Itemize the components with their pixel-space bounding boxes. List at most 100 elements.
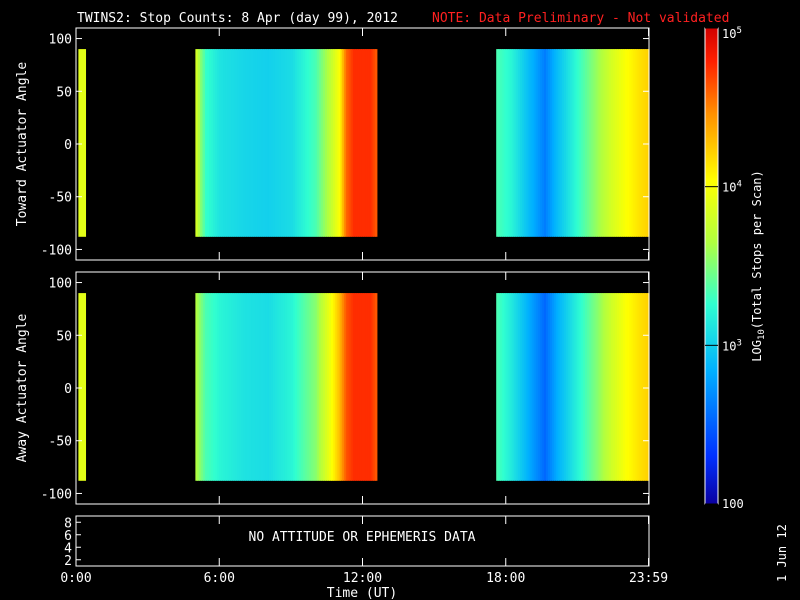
colorbar-tick-label: 104 [722,180,742,195]
heatmap-cell [554,49,557,237]
heatmap-cell [324,293,328,481]
heatmap-cell [209,49,212,237]
no-data-message: NO ATTITUDE OR EPHEMERIS DATA [249,530,476,545]
heatmap-cell [369,293,373,481]
heatmap-cell [550,293,553,481]
heatmap-cell [268,49,272,237]
heatmap-cell [247,293,250,481]
heatmap-cell [541,49,545,237]
heatmap-cell [267,49,270,237]
heatmap-cell [344,49,347,237]
heatmap-cell [529,293,533,481]
heatmap-cell [496,49,499,237]
heatmap-cell [308,293,312,481]
panel-toward-x-ticks [75,28,650,260]
heatmap-cell [585,293,588,481]
x-tick-label: 12:00 [343,571,382,586]
colorbar-label: LOG10(Total Stops per Scan) [750,170,767,361]
heatmap-cell [537,293,541,481]
heatmap-cell [225,49,228,237]
heatmap-cell [639,49,642,237]
heatmap-cell [510,293,514,481]
y-tick-label: 0 [64,382,72,397]
heatmap-cell [504,49,508,237]
heatmap-cell [641,49,644,237]
heatmap-cell [332,293,336,481]
y-tick-label: 100 [49,33,72,48]
heatmap-cell [562,49,565,237]
colorbar-tick-label: 100 [722,497,744,511]
heatmap-cell [550,49,553,237]
heatmap-cell [199,293,202,481]
heatmap-cell [633,49,636,237]
y-tick-label: 2 [64,554,72,569]
heatmap-cell [261,293,264,481]
heatmap-cell [221,49,224,237]
heatmap-cell [581,49,584,237]
heatmap-cell [604,49,608,237]
heatmap-cell [314,49,318,237]
heatmap-cell [637,49,641,237]
colorbar-tick-label: 103 [722,338,742,353]
heatmap-cell [627,293,630,481]
heatmap-cell [546,293,549,481]
heatmap-cell [227,49,230,237]
heatmap-cell [369,49,373,237]
heatmap-cell [363,293,367,481]
heatmap-cell [631,293,634,481]
heatmap-cell [318,293,322,481]
heatmap-cell [581,293,584,481]
heatmap-cell [579,49,582,237]
heatmap-cell [259,293,262,481]
heatmap-cell [272,293,276,481]
heatmap-cell [586,293,590,481]
heatmap-cell [631,49,634,237]
heatmap-cell [298,293,302,481]
heatmap-cell [510,49,514,237]
panel-away-x-ticks [75,272,650,504]
heatmap-cell [625,49,628,237]
heatmap-cell [296,49,300,237]
heatmap-cell [367,49,371,237]
heatmap-cell [565,293,569,481]
heatmap-cell [245,293,248,481]
heatmap-cell [204,49,208,237]
heatmap-cell [241,49,244,237]
heatmap-cell [633,293,636,481]
heatmap-cell [560,49,563,237]
heatmap-cell [594,293,598,481]
heatmap-cell [288,49,292,237]
heatmap-cell [560,293,563,481]
heatmap-cell [239,49,242,237]
heatmap-cell [334,49,338,237]
heatmap-cell [243,49,246,237]
heatmap-cell [608,293,612,481]
heatmap-cell [535,49,539,237]
heatmap-cell [575,293,578,481]
heatmap-cell [506,293,510,481]
heatmap-cell [278,49,282,237]
heatmap-cell [284,49,288,237]
heatmap-cell [569,49,573,237]
heatmap-cell [546,49,549,237]
heatmap-cell [219,293,222,481]
heatmap-cell [548,49,551,237]
heatmap-cell [306,293,310,481]
heatmap-cell [274,49,278,237]
heatmap-cell [251,293,254,481]
heatmap-cell [278,293,282,481]
heatmap-cell [310,293,314,481]
heatmap-cell [195,293,198,481]
heatmap-cell [518,293,521,481]
colorbar-ticks: 105 104 103 100 [705,26,744,511]
heatmap-cell [276,293,280,481]
heatmap-cell [308,49,312,237]
heatmap-cell [219,49,222,237]
heatmap-cell [573,49,577,237]
heatmap-cell [567,293,571,481]
heatmap-cell [294,49,298,237]
heatmap-cell [621,293,624,481]
heatmap-cell [525,293,529,481]
